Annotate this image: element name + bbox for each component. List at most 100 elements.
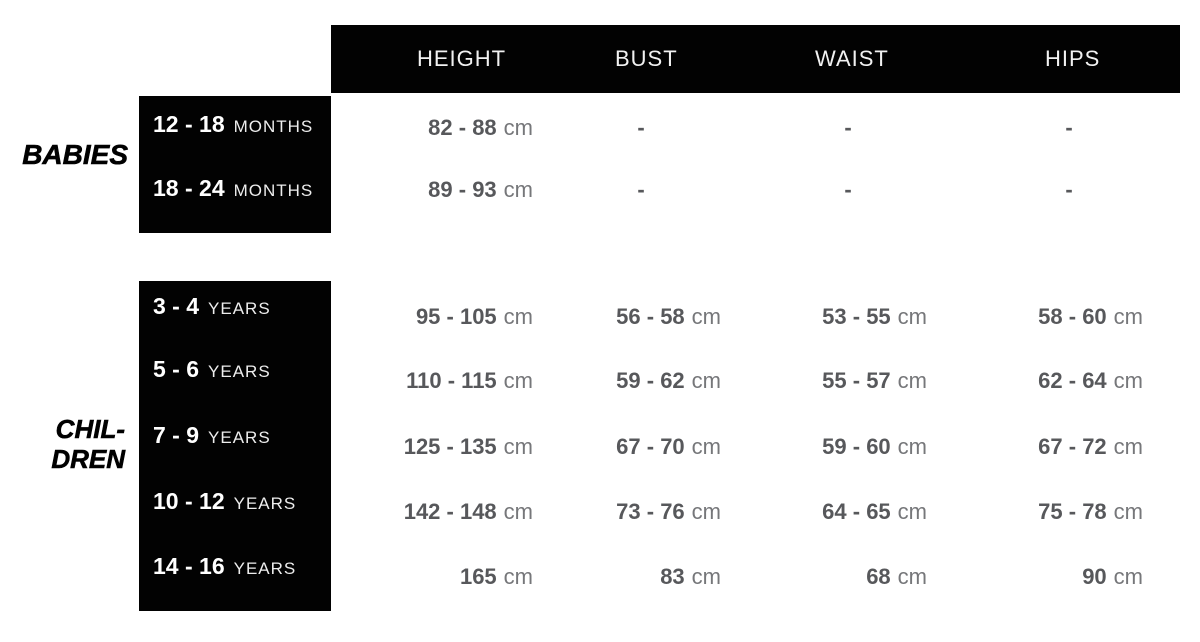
age-label-14-16-years: 14 - 16 YEARS [153,551,296,581]
cell-7-9-height: 125 - 135 cm [404,432,533,462]
cell-14-16-bust: 83 cm [660,562,721,592]
cell-value: 73 - 76 [616,499,685,524]
babies-age-box [139,96,331,233]
age-range: 5 - 6 [153,356,200,382]
cell-value: - [1065,177,1073,202]
cell-10-12-bust: 73 - 76 cm [616,497,721,527]
cell-14-16-hips: 90 cm [1082,562,1143,592]
age-label-3-4-years: 3 - 4 YEARS [153,291,271,321]
children-age-box [139,281,331,611]
age-range: 7 - 9 [153,422,200,448]
cell-unit: cm [897,368,927,393]
cell-3-4-waist: 53 - 55 cm [822,302,927,332]
cell-unit: cm [897,564,927,589]
cell-value: - [637,115,645,140]
group-label-children: CHIL- DREN [51,414,125,475]
cell-3-4-hips: 58 - 60 cm [1038,302,1143,332]
age-range: 14 - 16 [153,553,225,579]
cell-unit: cm [897,304,927,329]
cell-value: 53 - 55 [822,304,891,329]
cell-babies-18-24-height: 89 - 93 cm [428,175,533,205]
column-header-waist: WAIST [815,46,889,71]
cell-value: 67 - 72 [1038,434,1107,459]
cell-unit: cm [503,115,533,140]
cell-value: 59 - 60 [822,434,891,459]
cell-5-6-waist: 55 - 57 cm [822,366,927,396]
age-label-5-6-years: 5 - 6 YEARS [153,354,271,384]
age-unit: MONTHS [233,181,314,200]
group-label-children-line-2: DREN [51,444,125,475]
cell-value: 56 - 58 [616,304,685,329]
cell-value: 59 - 62 [616,368,685,393]
cell-value: - [1065,115,1073,140]
age-unit: MONTHS [233,117,314,136]
table-header-bar: HEIGHT BUST WAIST HIPS [331,25,1180,93]
cell-unit: cm [897,434,927,459]
cell-unit: cm [503,368,533,393]
age-range: 12 - 18 [153,111,225,137]
cell-value: 89 - 93 [428,177,497,202]
group-label-babies: BABIES [22,139,128,170]
cell-babies-12-18-hips: - [1049,113,1089,143]
cell-value: - [844,177,852,202]
cell-value: 142 - 148 [403,499,497,524]
column-header-bust: BUST [615,46,678,71]
cell-babies-18-24-waist: - [828,175,868,205]
cell-value: 165 [459,564,497,589]
cell-3-4-height: 95 - 105 cm [416,302,533,332]
age-unit: YEARS [233,559,297,578]
cell-14-16-height: 165 cm [460,562,533,592]
age-label-7-9-years: 7 - 9 YEARS [153,420,271,450]
group-label-children-line-1: CHIL- [55,414,125,445]
age-range: 18 - 24 [153,175,225,201]
cell-value: - [844,115,852,140]
cell-unit: cm [503,499,533,524]
cell-value: 82 - 88 [428,115,497,140]
age-label-10-12-years: 10 - 12 YEARS [153,486,296,516]
cell-7-9-bust: 67 - 70 cm [616,432,721,462]
cell-value: 67 - 70 [616,434,685,459]
cell-value: 58 - 60 [1038,304,1107,329]
cell-value: 62 - 64 [1038,368,1107,393]
cell-5-6-height: 110 - 115 cm [406,366,533,396]
cell-value: 75 - 78 [1038,499,1107,524]
cell-value: - [637,177,645,202]
cell-value: 90 [1082,564,1107,589]
cell-unit: cm [1113,564,1143,589]
cell-unit: cm [1113,434,1143,459]
column-header-hips: HIPS [1045,46,1101,71]
cell-value: 68 [866,564,891,589]
cell-unit: cm [691,368,721,393]
cell-unit: cm [1113,499,1143,524]
cell-unit: cm [691,564,721,589]
cell-value: 125 - 135 [403,434,497,459]
cell-10-12-hips: 75 - 78 cm [1038,497,1143,527]
age-range: 10 - 12 [153,488,225,514]
cell-unit: cm [503,177,533,202]
cell-babies-12-18-bust: - [621,113,661,143]
cell-unit: cm [503,304,533,329]
cell-7-9-hips: 67 - 72 cm [1038,432,1143,462]
cell-10-12-height: 142 - 148 cm [404,497,533,527]
cell-unit: cm [691,499,721,524]
cell-5-6-bust: 59 - 62 cm [616,366,721,396]
cell-3-4-bust: 56 - 58 cm [616,302,721,332]
age-unit: YEARS [208,362,271,381]
column-header-height: HEIGHT [417,46,507,71]
cell-value: 95 - 105 [415,304,497,329]
cell-value: 55 - 57 [822,368,891,393]
cell-unit: cm [503,564,533,589]
cell-unit: cm [897,499,927,524]
cell-babies-12-18-waist: - [828,113,868,143]
age-unit: YEARS [208,428,271,447]
cell-unit: cm [1113,368,1143,393]
cell-babies-18-24-hips: - [1049,175,1089,205]
cell-value: 64 - 65 [822,499,891,524]
cell-10-12-waist: 64 - 65 cm [822,497,927,527]
cell-7-9-waist: 59 - 60 cm [822,432,927,462]
age-label-12-18-months: 12 - 18 MONTHS [153,109,313,139]
age-range: 3 - 4 [153,293,200,319]
age-unit: YEARS [233,494,297,513]
cell-5-6-hips: 62 - 64 cm [1038,366,1143,396]
cell-babies-18-24-bust: - [621,175,661,205]
